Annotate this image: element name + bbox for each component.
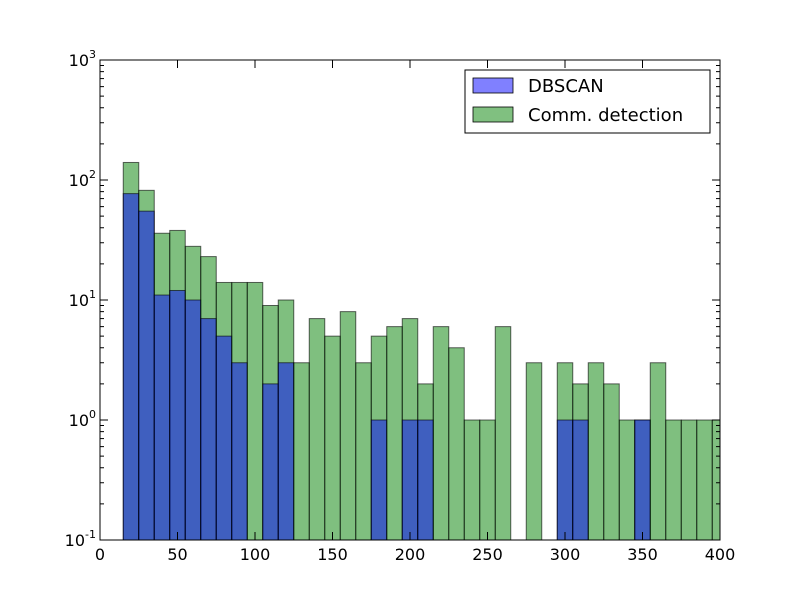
bar-dbscan (370, 419, 388, 541)
bar-dbscan (122, 193, 140, 541)
bar-comm-detection (355, 362, 372, 541)
bar-dbscan (262, 383, 279, 541)
legend-swatch-comm-detection (472, 106, 514, 123)
bar-dbscan (417, 419, 434, 541)
bar-dbscan (572, 419, 589, 541)
bar-comm-detection (587, 362, 605, 541)
bar-comm-detection (463, 419, 481, 541)
x-tick-label: 150 (317, 545, 348, 564)
bar-dbscan (215, 335, 233, 541)
bar-comm-detection (308, 318, 326, 541)
bar-comm-detection (711, 419, 721, 541)
bar-dbscan (153, 294, 171, 541)
x-tick-label: 400 (705, 545, 736, 564)
bar-comm-detection (339, 311, 357, 541)
bar-comm-detection (649, 362, 667, 541)
y-tick-label: 102 (69, 168, 96, 190)
x-tick-label: 300 (550, 545, 581, 564)
bar-dbscan (169, 289, 186, 541)
bar-comm-detection (448, 347, 465, 541)
bar-comm-detection (494, 326, 512, 541)
y-tick-labels: 10-1 100 101 102 103 (65, 48, 96, 550)
x-tick-label: 200 (395, 545, 426, 564)
x-tick-labels: 0 50 100 150 200 250 300 350 400 (95, 545, 735, 564)
bar-dbscan (231, 362, 248, 541)
bar-comm-detection (324, 335, 341, 541)
bar-comm-detection (293, 362, 310, 541)
bar-comm-detection (479, 419, 496, 541)
bar-dbscan (200, 318, 217, 541)
x-tick-label: 50 (167, 545, 187, 564)
y-tick-label: 103 (69, 48, 96, 70)
bar-comm-detection (432, 326, 450, 541)
x-tick-label: 100 (240, 545, 271, 564)
bar-dbscan (634, 419, 651, 541)
y-tick-label: 101 (69, 288, 96, 310)
x-tick-label: 250 (472, 545, 503, 564)
bar-comm-detection (246, 281, 264, 541)
bar-comm-detection (386, 326, 403, 541)
legend: DBSCAN Comm. detection (464, 69, 711, 134)
x-tick-label: 350 (627, 545, 658, 564)
legend-label-comm-detection: Comm. detection (528, 105, 683, 126)
axis-ticks (99, 59, 721, 541)
y-tick-label: 10-1 (65, 528, 96, 550)
bar-comm-detection (665, 419, 682, 541)
bars-layer (122, 161, 721, 541)
bar-comm-detection (696, 419, 713, 541)
bar-dbscan (138, 210, 155, 541)
bar-dbscan (184, 299, 202, 541)
y-tick-label: 100 (69, 408, 96, 430)
bar-comm-detection (680, 419, 698, 541)
bar-dbscan (556, 419, 574, 541)
legend-label-dbscan: DBSCAN (528, 76, 604, 97)
legend-swatch-dbscan (472, 77, 514, 94)
bar-comm-detection (525, 362, 543, 541)
bar-comm-detection (603, 383, 620, 541)
bar-dbscan (277, 362, 295, 541)
x-tick-label: 0 (95, 545, 105, 564)
bar-dbscan (401, 419, 419, 541)
bar-comm-detection (618, 419, 636, 541)
